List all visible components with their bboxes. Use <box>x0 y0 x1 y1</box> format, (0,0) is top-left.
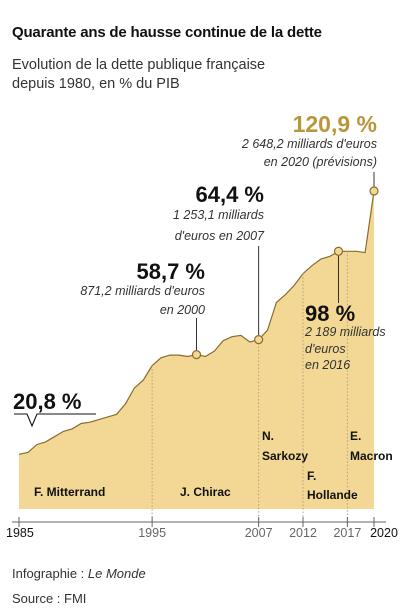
annotation-2000-value: 58,7 % <box>137 259 206 284</box>
annotation-2007-detail-2: d'euros en 2007 <box>175 229 265 243</box>
president-label-e-macron-surname: Macron <box>350 449 393 463</box>
x-tick-label-2007: 2007 <box>245 526 273 540</box>
footer-credit: Infographie : Le Monde <box>12 566 146 581</box>
subtitle-line-1: Evolution de la dette publique française <box>12 57 266 73</box>
annotation-1980-value: 20,8 % <box>13 389 82 414</box>
annotation-2016-detail-3: en 2016 <box>305 358 350 372</box>
x-tick-label-1995: 1995 <box>138 526 166 540</box>
annotation-2007-marker <box>254 335 264 345</box>
annotation-2020-marker <box>369 186 379 196</box>
annotation-2020-value: 120,9 % <box>293 111 377 137</box>
credit-prefix: Infographie : <box>12 566 88 581</box>
president-label-n-sarkozy-initial: N. <box>262 429 274 443</box>
annotation-2016-value: 98 % <box>305 301 355 326</box>
annotation-2020-detail-1: 2 648,2 milliards d'euros <box>241 137 377 151</box>
chart-subtitle: Evolution de la dette publique française… <box>12 56 265 94</box>
annotation-2000-marker <box>191 350 202 360</box>
president-label-f-mitterrand: F. Mitterrand <box>34 485 105 499</box>
president-label-f-hollande-initial: F. <box>307 469 316 483</box>
annotation-1980-bracket <box>14 413 96 428</box>
annotation-2000-detail-1: 871,2 milliards d'euros <box>80 284 205 298</box>
annotation-2016-detail-2: d'euros <box>305 342 346 356</box>
x-tick-label-2017: 2017 <box>333 526 361 540</box>
x-tick-label-2012: 2012 <box>289 526 317 540</box>
annotation-2007-value: 64,4 % <box>196 182 265 207</box>
annotation-2000-detail-2: en 2000 <box>160 303 205 317</box>
annotation-2016-marker <box>333 246 344 256</box>
x-tick-label-2020: 2020 <box>370 526 398 540</box>
annotation-2007-detail-1: 1 253,1 milliards <box>173 208 264 222</box>
chart-title: Quarante ans de hausse continue de la de… <box>12 24 322 41</box>
annotation-2016-detail-1: 2 189 milliards <box>304 325 386 339</box>
president-label-e-macron-initial: E. <box>350 429 361 443</box>
annotation-2020-detail-2: en 2020 (prévisions) <box>264 155 377 169</box>
subtitle-line-2: depuis 1980, en % du PIB <box>12 76 180 92</box>
x-tick-label-1985: 1985 <box>6 526 34 540</box>
president-label-f-hollande-surname: Hollande <box>307 488 358 502</box>
debt-area <box>19 191 374 509</box>
footer-source: Source : FMI <box>12 591 87 606</box>
president-label-n-sarkozy-surname: Sarkozy <box>262 449 308 463</box>
president-label-j-chirac: J. Chirac <box>180 485 231 499</box>
credit-source: Le Monde <box>87 566 146 581</box>
